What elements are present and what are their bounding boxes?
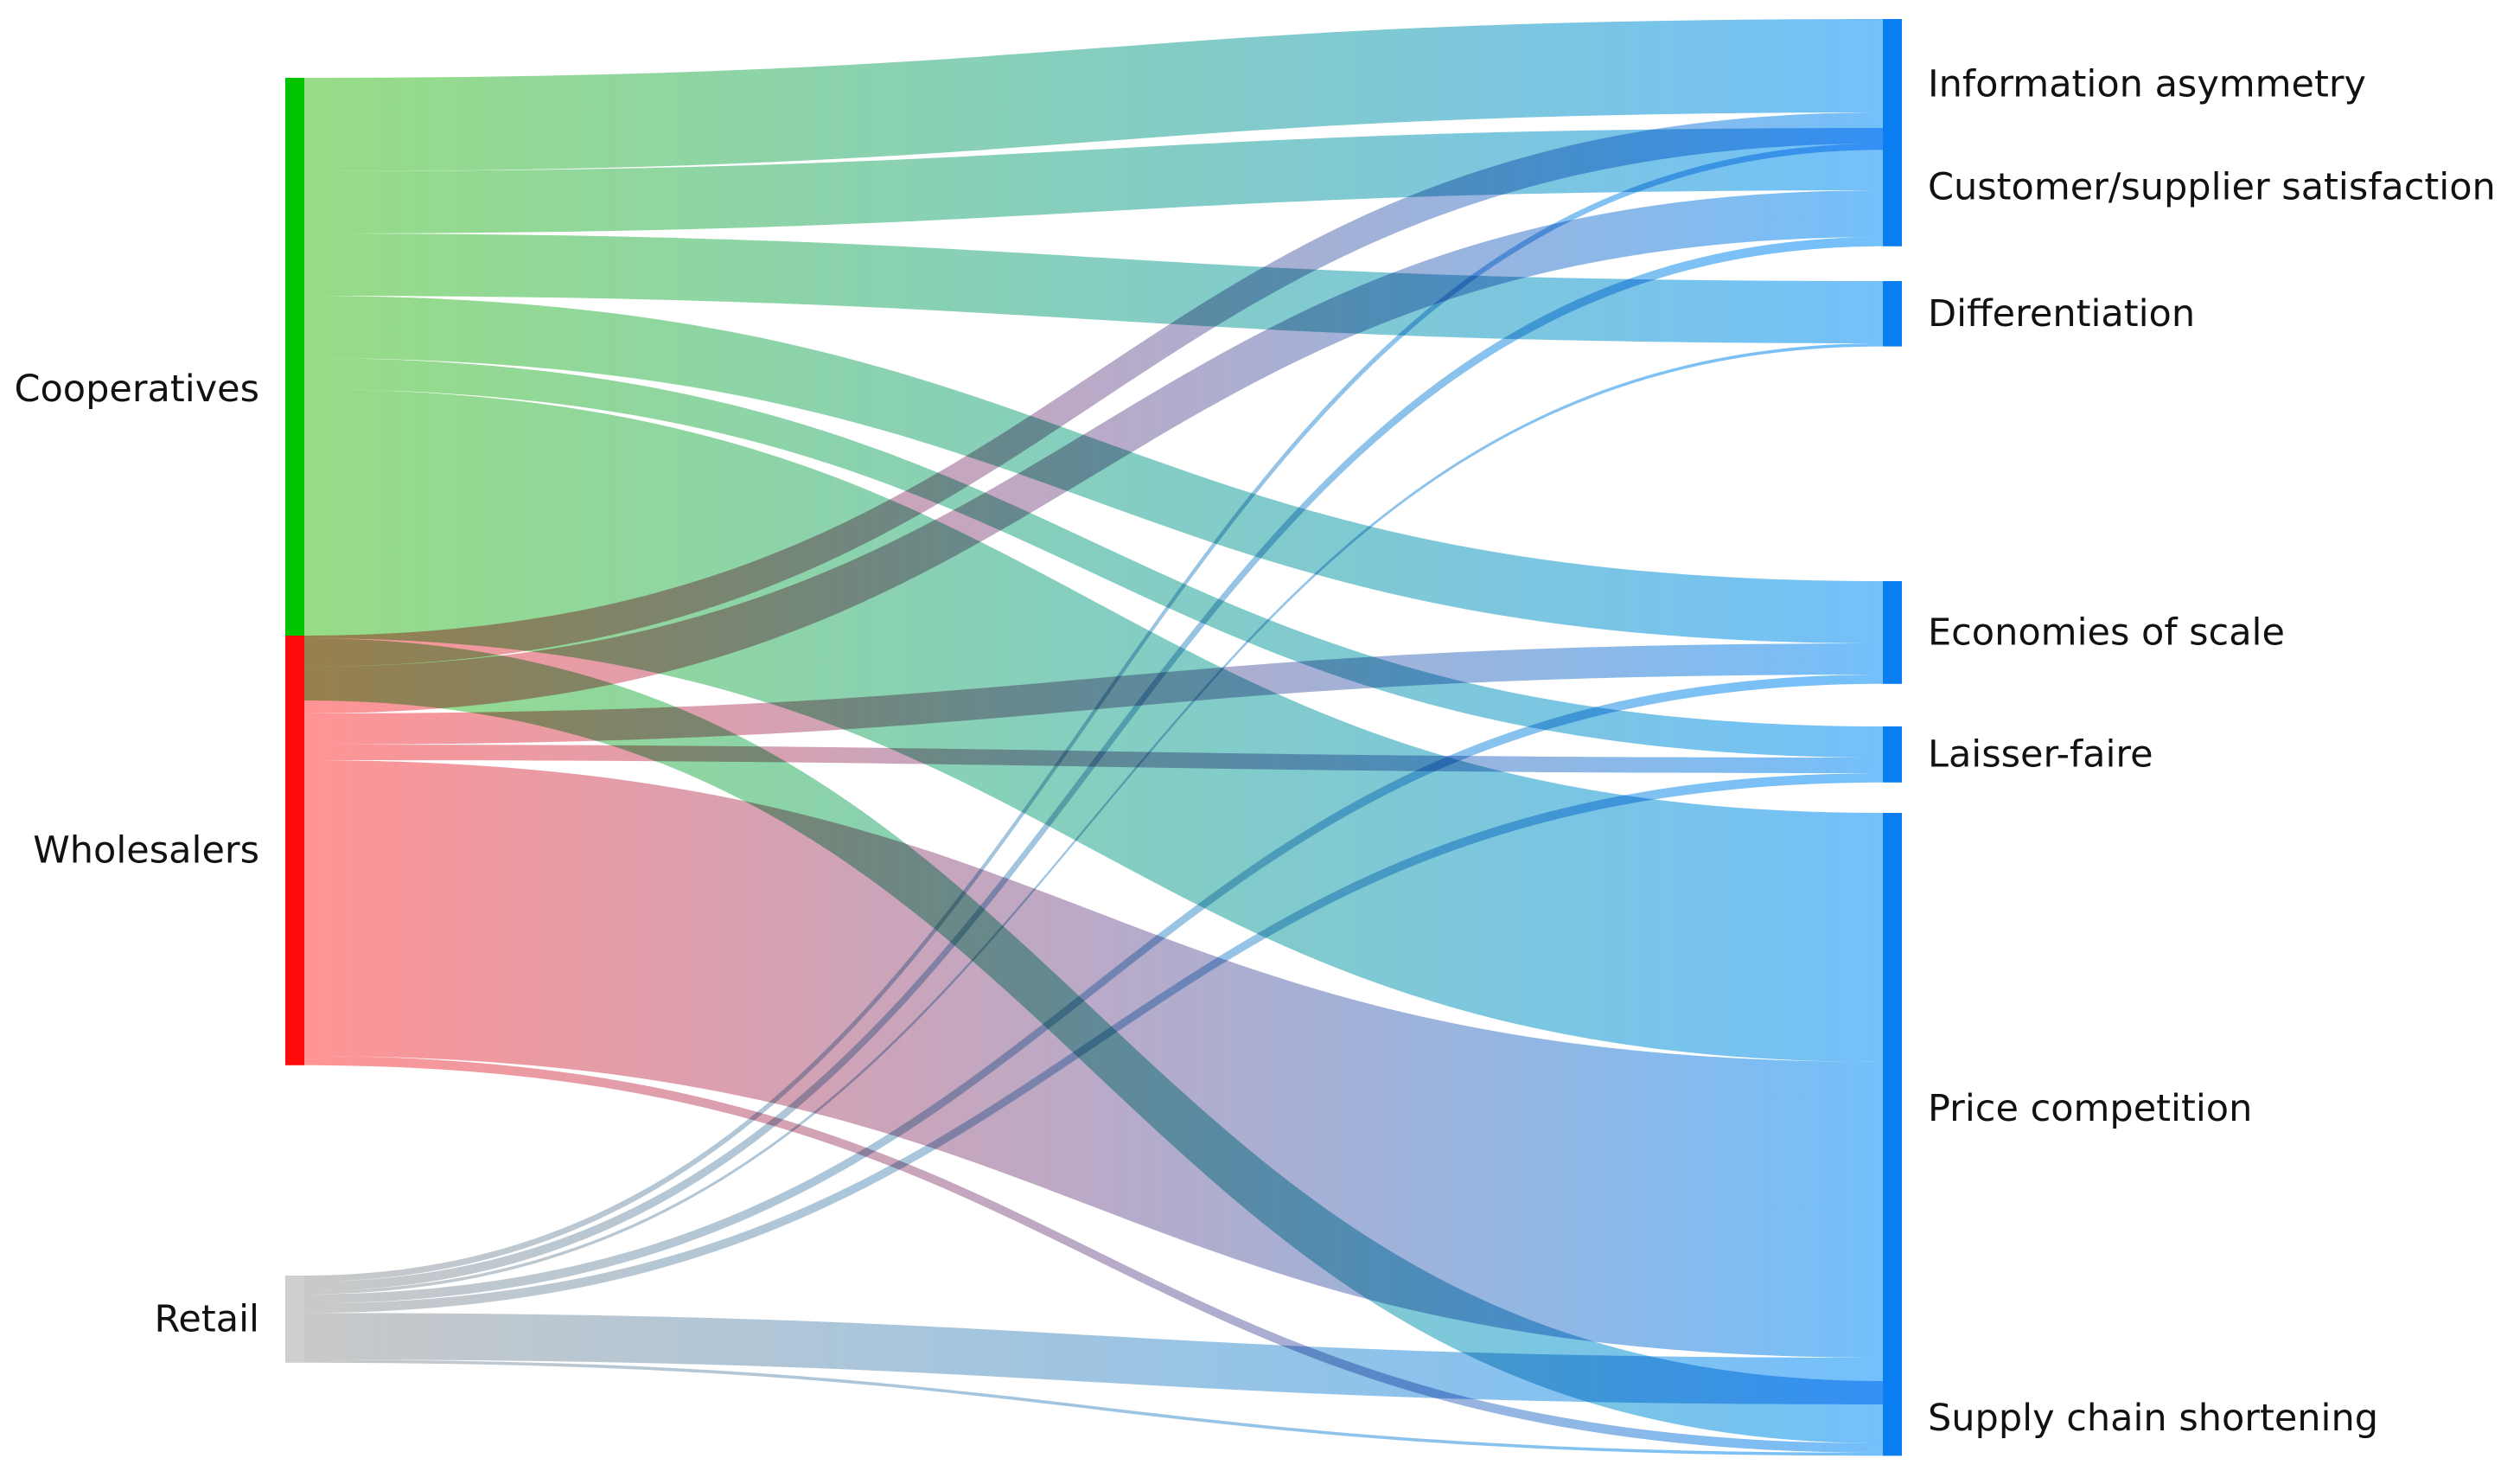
- node-customer-supplier-satisfaction: [1883, 128, 1902, 246]
- link-ret-info: [304, 144, 1883, 1282]
- link-whol-econ: [304, 643, 1883, 745]
- label-supply-chain-shortening: Supply chain shortening: [1928, 1397, 2378, 1440]
- link-ret-cust: [304, 237, 1883, 1291]
- link-ret-econ: [304, 675, 1883, 1304]
- label-wholesalers: Wholesalers: [33, 828, 259, 872]
- link-whol-lais: [304, 745, 1883, 773]
- sankey-nodes: [285, 19, 1902, 1456]
- link-whol-supply: [304, 1056, 1883, 1453]
- link-ret-lais: [304, 773, 1883, 1314]
- link-ret-supply: [304, 1359, 1883, 1456]
- link-whol-cust: [304, 190, 1883, 713]
- node-cooperatives: [285, 78, 304, 700]
- label-economies-of-scale: Economies of scale: [1928, 611, 2285, 654]
- node-laisser-faire: [1883, 726, 1902, 783]
- link-coop-diff: [304, 233, 1883, 343]
- link-whol-price: [304, 760, 1883, 1358]
- label-price-competition: Price competition: [1928, 1087, 2252, 1130]
- label-differentiation: Differentiation: [1928, 292, 2195, 336]
- link-coop-cust: [304, 128, 1883, 233]
- link-coop-lais: [304, 358, 1883, 758]
- link-coop-info: [304, 19, 1883, 171]
- node-wholesalers: [285, 636, 304, 1065]
- label-customer-supplier-satisfaction: Customer/supplier satisfaction: [1928, 165, 2496, 208]
- node-information-asymmetry: [1883, 19, 1902, 150]
- link-coop-price: [304, 389, 1883, 1062]
- node-differentiation: [1883, 281, 1902, 347]
- node-supply-chain-shortening: [1883, 1381, 1902, 1456]
- link-whol-info: [304, 112, 1883, 667]
- node-price-competition: [1883, 813, 1902, 1404]
- label-information-asymmetry: Information asymmetry: [1928, 63, 2366, 106]
- label-laisser-faire: Laisser-faire: [1928, 732, 2153, 776]
- node-economies-of-scale: [1883, 581, 1902, 684]
- node-retail: [285, 1276, 304, 1363]
- link-ret-diff: [304, 343, 1883, 1295]
- label-retail: Retail: [154, 1297, 259, 1340]
- sankey-labels: Cooperatives Wholesalers Retail Information…: [14, 63, 2495, 1441]
- label-cooperatives: Cooperatives: [14, 368, 259, 411]
- sankey-links: [304, 19, 1883, 1456]
- link-ret-price: [304, 1313, 1883, 1404]
